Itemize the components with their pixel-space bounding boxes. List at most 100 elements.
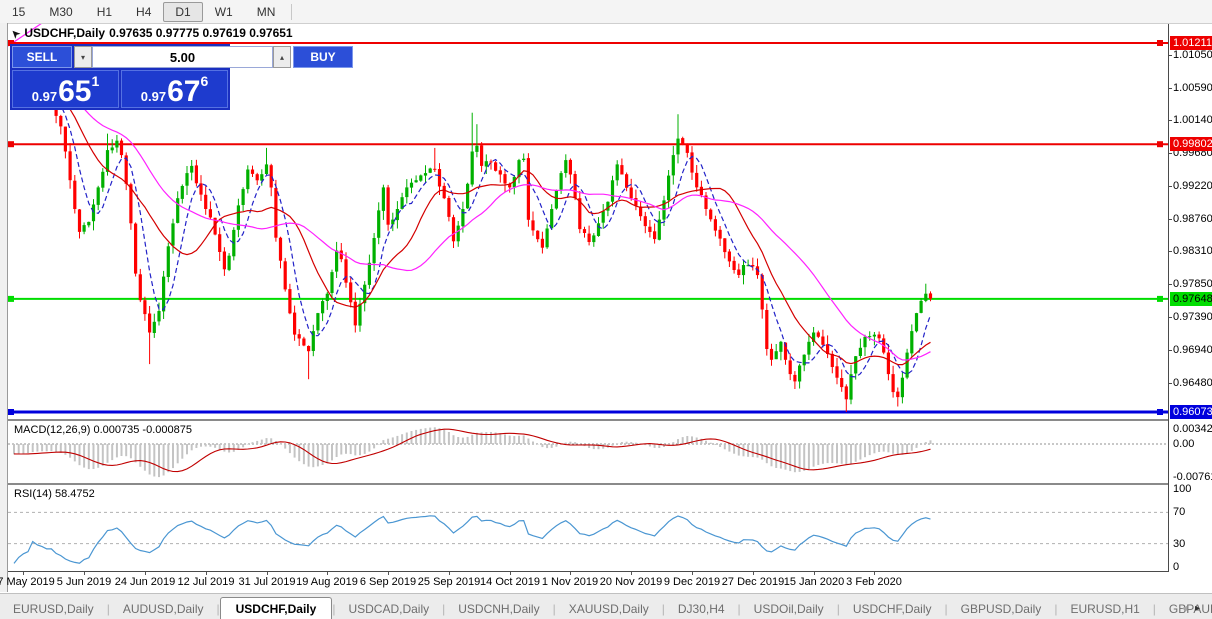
timeframe-button-mn[interactable]: MN: [256, 4, 276, 19]
sell-price-prefix: 0.97: [31, 88, 58, 104]
date-axis-label: 31 Jul 2019: [238, 576, 296, 588]
date-axis-label: 27 Dec 2019: [721, 576, 785, 588]
date-axis-tick: [145, 572, 146, 575]
axis-tick: [1169, 55, 1172, 56]
date-axis-label: 24 Jun 2019: [114, 576, 176, 588]
chart-tab-usdchf-daily[interactable]: USDCHF,Daily: [852, 602, 932, 616]
tab-separator: |: [332, 602, 336, 616]
one-click-trade-panel: SELL ▾ ▴ BUY 0.97 65 1 0.97 67 6: [10, 44, 353, 110]
chart-tab-usdoil-daily[interactable]: USDOil,Daily: [753, 602, 824, 616]
chart-tab-gbpaud-h1[interactable]: GBPAUD,H1: [1168, 602, 1212, 616]
price-tag-0.97648: 0.97648: [1170, 292, 1212, 306]
buy-price-display[interactable]: 0.97 67 6: [121, 70, 228, 108]
rsi-axis-label: 70: [1173, 506, 1186, 518]
date-axis-tick: [692, 572, 693, 575]
date-axis-tick: [388, 572, 389, 575]
rsi-axis-label: 30: [1173, 538, 1186, 550]
date-axis-label: 12 Jul 2019: [177, 576, 235, 588]
price-axis-label: 1.00590: [1173, 82, 1212, 94]
date-axis-label: 19 Aug 2019: [296, 576, 358, 588]
macd-indicator-pane[interactable]: [8, 421, 1168, 483]
tab-scroll-left-icon[interactable]: ◂: [1181, 603, 1195, 614]
tab-separator: |: [1054, 602, 1058, 616]
date-axis-tick: [570, 572, 571, 575]
price-axis-label: 0.98310: [1173, 245, 1212, 257]
lot-size-input[interactable]: [92, 46, 273, 68]
axis-tick: [1169, 88, 1172, 89]
axis-tick: [1169, 317, 1172, 318]
date-axis-label: 1 Nov 2019: [541, 576, 599, 588]
timeframe-button-h1[interactable]: H1: [96, 4, 113, 19]
chart-tab-usdcad-daily[interactable]: USDCAD,Daily: [348, 602, 430, 616]
price-axis-label: 0.99220: [1173, 180, 1212, 192]
timeframe-toolbar: 15 M30 H1 H4 D1 W1 MN: [0, 0, 1212, 24]
buy-price-big-digits: 67: [167, 74, 201, 108]
date-axis-tick: [814, 572, 815, 575]
date-axis-label: 5 Jun 2019: [56, 576, 112, 588]
date-axis-tick: [510, 572, 511, 575]
date-axis-tick: [753, 572, 754, 575]
sell-price-display[interactable]: 0.97 65 1: [12, 70, 119, 108]
sell-price-big-digits: 65: [58, 74, 92, 108]
tab-separator: |: [836, 602, 840, 616]
macd-label: MACD(12,26,9) 0.000735 -0.000875: [14, 424, 192, 436]
chart-tab-usdcnh-daily[interactable]: USDCNH,Daily: [458, 602, 540, 616]
chart-title: ➤ USDCHF,Daily 0.97635 0.97775 0.97619 0…: [9, 26, 293, 40]
window-left-strip: [0, 23, 8, 592]
price-axis[interactable]: 1.01050 1.00590 1.00140 0.99680 0.99220 0.987…: [1169, 24, 1212, 573]
date-axis-label: 17 May 2019: [0, 576, 55, 588]
chart-tab-xauusd-daily[interactable]: XAUUSD,Daily: [568, 602, 649, 616]
axis-tick: [1169, 383, 1172, 384]
chart-tab-usdchf-daily[interactable]: USDCHF,Daily: [219, 597, 333, 619]
chart-tab-bar: EURUSD,Daily | AUDUSD,Daily | USDCHF,Daily | U…: [0, 593, 1212, 619]
timeframe-button-15[interactable]: 15: [12, 4, 26, 19]
price-axis-label: 0.96480: [1173, 377, 1212, 389]
tab-separator: |: [106, 602, 110, 616]
price-axis-label: 0.96940: [1173, 344, 1212, 356]
sell-price-pipette: 1: [91, 73, 100, 89]
date-axis-label: 9 Dec 2019: [663, 576, 721, 588]
date-axis-tick: [84, 572, 85, 575]
rsi-axis-label: 100: [1173, 483, 1192, 495]
lot-increase-button[interactable]: ▴: [273, 46, 291, 68]
chart-bottom-border: [8, 571, 1212, 572]
chart-symbol-label: USDCHF,Daily: [24, 26, 106, 40]
date-axis-tick: [206, 572, 207, 575]
date-axis-tick: [631, 572, 632, 575]
chart-tab-audusd-daily[interactable]: AUDUSD,Daily: [122, 602, 204, 616]
macd-axis-label: -0.007615: [1173, 471, 1212, 483]
tab-separator: |: [1152, 602, 1156, 616]
chart-tab-gbpusd-daily[interactable]: GBPUSD,Daily: [960, 602, 1042, 616]
date-axis-label: 6 Sep 2019: [359, 576, 417, 588]
chart-tab-eurusd-daily[interactable]: EURUSD,Daily: [13, 602, 94, 616]
macd-axis-label: 0.00: [1173, 438, 1195, 450]
timeframe-button-m30[interactable]: M30: [49, 4, 73, 19]
buy-price-prefix: 0.97: [140, 88, 167, 104]
timeframe-button-h4[interactable]: H4: [136, 4, 152, 19]
tab-separator: |: [737, 602, 741, 616]
timeframe-button-w1[interactable]: W1: [214, 4, 233, 19]
rsi-label: RSI(14) 58.4752: [14, 488, 95, 500]
axis-tick: [1169, 251, 1172, 252]
tab-scroll-right-icon[interactable]: ▸: [1194, 603, 1208, 614]
date-axis-label: 14 Oct 2019: [480, 576, 540, 588]
rsi-indicator-pane[interactable]: [8, 485, 1168, 571]
timeframe-button-d1[interactable]: D1: [163, 1, 203, 22]
date-axis-label: 20 Nov 2019: [599, 576, 663, 588]
buy-button[interactable]: BUY: [293, 46, 353, 68]
date-axis-tick: [327, 572, 328, 575]
price-tag-1.01211: 1.01211: [1170, 36, 1212, 50]
price-tag-0.96073: 0.96073: [1170, 405, 1212, 419]
macd-axis-label: 0.003428: [1173, 423, 1212, 435]
date-axis-tick: [23, 572, 24, 575]
chart-tab-eurusd-h1[interactable]: EURUSD,H1: [1070, 602, 1140, 616]
lot-decrease-button[interactable]: ▾: [74, 46, 92, 68]
tab-separator: |: [552, 602, 556, 616]
axis-tick: [1169, 350, 1172, 351]
sell-button[interactable]: SELL: [12, 46, 72, 68]
tab-separator: |: [442, 602, 446, 616]
axis-tick: [1169, 284, 1172, 285]
rsi-axis-label: 0: [1173, 561, 1180, 573]
chart-tab-dj30-h4[interactable]: DJ30,H4: [677, 602, 725, 616]
